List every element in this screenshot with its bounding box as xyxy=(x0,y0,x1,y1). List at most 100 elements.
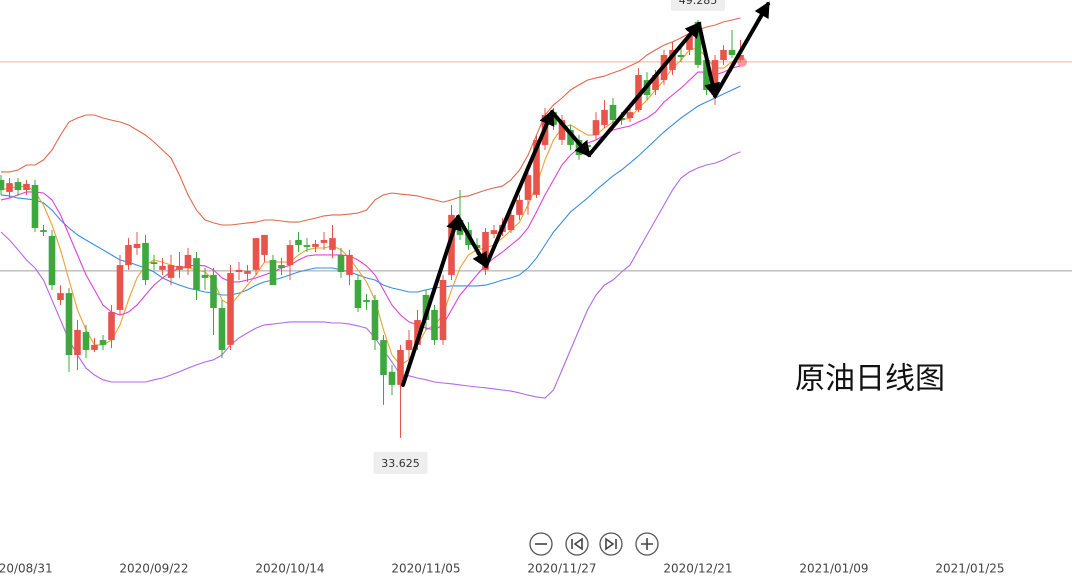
indicator-line xyxy=(1,17,741,226)
candle-body xyxy=(448,214,455,275)
candle-body xyxy=(218,308,226,350)
candle-body xyxy=(609,104,617,121)
candle-body xyxy=(703,60,710,90)
candle-body xyxy=(354,280,362,309)
extreme-label-box xyxy=(671,0,725,11)
candle-body xyxy=(728,49,736,55)
candle-body xyxy=(422,294,430,321)
candle-body xyxy=(48,235,56,286)
candle-body xyxy=(686,34,693,50)
candle-body xyxy=(295,239,302,246)
zoom-out-button[interactable] xyxy=(529,532,553,556)
candle-body xyxy=(482,231,489,270)
x-tick-label: 2020/08/31 xyxy=(0,562,53,576)
candle-body xyxy=(99,340,107,345)
candle-body xyxy=(720,49,727,61)
candle-body xyxy=(261,234,268,255)
indicator-line xyxy=(0,65,741,331)
arrow xyxy=(587,21,702,157)
candle-body xyxy=(320,239,328,243)
candle-body xyxy=(677,54,685,58)
arrow xyxy=(713,1,770,98)
candle-body xyxy=(303,245,311,247)
candle-body xyxy=(711,60,719,96)
candle-body xyxy=(533,139,540,195)
candle-body xyxy=(524,175,532,200)
indicator-lines xyxy=(0,17,741,399)
arrow xyxy=(401,213,462,387)
indicator-line xyxy=(0,85,741,296)
candle-body xyxy=(150,262,158,264)
candle-body xyxy=(312,243,319,247)
candle-body xyxy=(337,254,345,273)
extreme-label-box xyxy=(373,451,428,474)
candle-body xyxy=(65,293,73,356)
arrow xyxy=(484,109,555,268)
x-tick-label: 2021/01/25 xyxy=(935,562,1004,576)
candle-body xyxy=(558,120,566,140)
x-tick-label: 2020/09/22 xyxy=(119,562,188,576)
extreme-label: 33.625 xyxy=(381,457,420,470)
candle-body xyxy=(31,184,39,228)
zoom-controls xyxy=(529,532,659,556)
candle-body xyxy=(14,182,22,191)
candle-body xyxy=(201,274,209,278)
candle-body xyxy=(439,280,447,341)
candle-body xyxy=(388,371,396,385)
candle-body xyxy=(23,183,30,191)
candle-body xyxy=(57,293,64,301)
candle-body xyxy=(82,332,90,350)
candle-body xyxy=(108,312,115,341)
candle-body xyxy=(0,179,5,191)
candle-body xyxy=(567,129,574,145)
candle-body xyxy=(269,259,277,286)
candle-body xyxy=(142,242,149,281)
candle-body xyxy=(584,144,591,148)
candle-body xyxy=(490,230,498,235)
candle-body xyxy=(397,349,404,385)
candle-body xyxy=(210,274,217,309)
candle-body xyxy=(125,245,132,266)
candle-body xyxy=(601,109,608,125)
candle-body xyxy=(669,49,676,70)
candle-body xyxy=(193,258,200,290)
extreme-label: 49.285 xyxy=(679,0,718,7)
x-axis: 2020/08/31 2020/09/22 2020/10/14 2020/11/05… xyxy=(0,562,1005,576)
arrow xyxy=(550,110,592,158)
x-tick-label: 2020/11/05 xyxy=(391,562,460,576)
reference-lines xyxy=(0,61,1072,272)
scroll-right-button[interactable] xyxy=(599,532,623,556)
candle-body xyxy=(516,199,523,215)
extreme-labels: 33.625 49.285 xyxy=(373,0,725,474)
candle-body xyxy=(431,309,438,341)
arrow xyxy=(697,22,721,100)
candle-body xyxy=(371,300,379,341)
cursor-dot xyxy=(737,57,747,67)
candle-body xyxy=(278,265,285,268)
candle-body xyxy=(74,329,81,356)
candle-body xyxy=(235,269,243,273)
x-tick-label: 2020/11/27 xyxy=(527,562,596,576)
candle-body xyxy=(414,320,421,345)
candle-body xyxy=(133,243,141,248)
candle-body xyxy=(380,340,387,376)
candle-body xyxy=(694,21,702,65)
candle-body xyxy=(244,270,251,274)
candle-body xyxy=(626,112,634,118)
chart-annotation: 原油日线图 xyxy=(795,362,945,397)
candles xyxy=(0,19,744,438)
x-tick-label: 2020/12/21 xyxy=(663,562,732,576)
zoom-in-button[interactable] xyxy=(635,532,659,556)
candle-body xyxy=(252,238,260,270)
candle-body xyxy=(116,265,124,310)
x-tick-label: 2021/01/09 xyxy=(799,562,868,576)
arrow xyxy=(456,215,488,269)
candle-body xyxy=(329,238,336,250)
indicator-line xyxy=(0,151,741,399)
candle-body xyxy=(40,230,47,232)
scroll-left-button[interactable] xyxy=(565,532,589,556)
candle-body xyxy=(346,254,353,275)
candle-body xyxy=(6,183,13,192)
